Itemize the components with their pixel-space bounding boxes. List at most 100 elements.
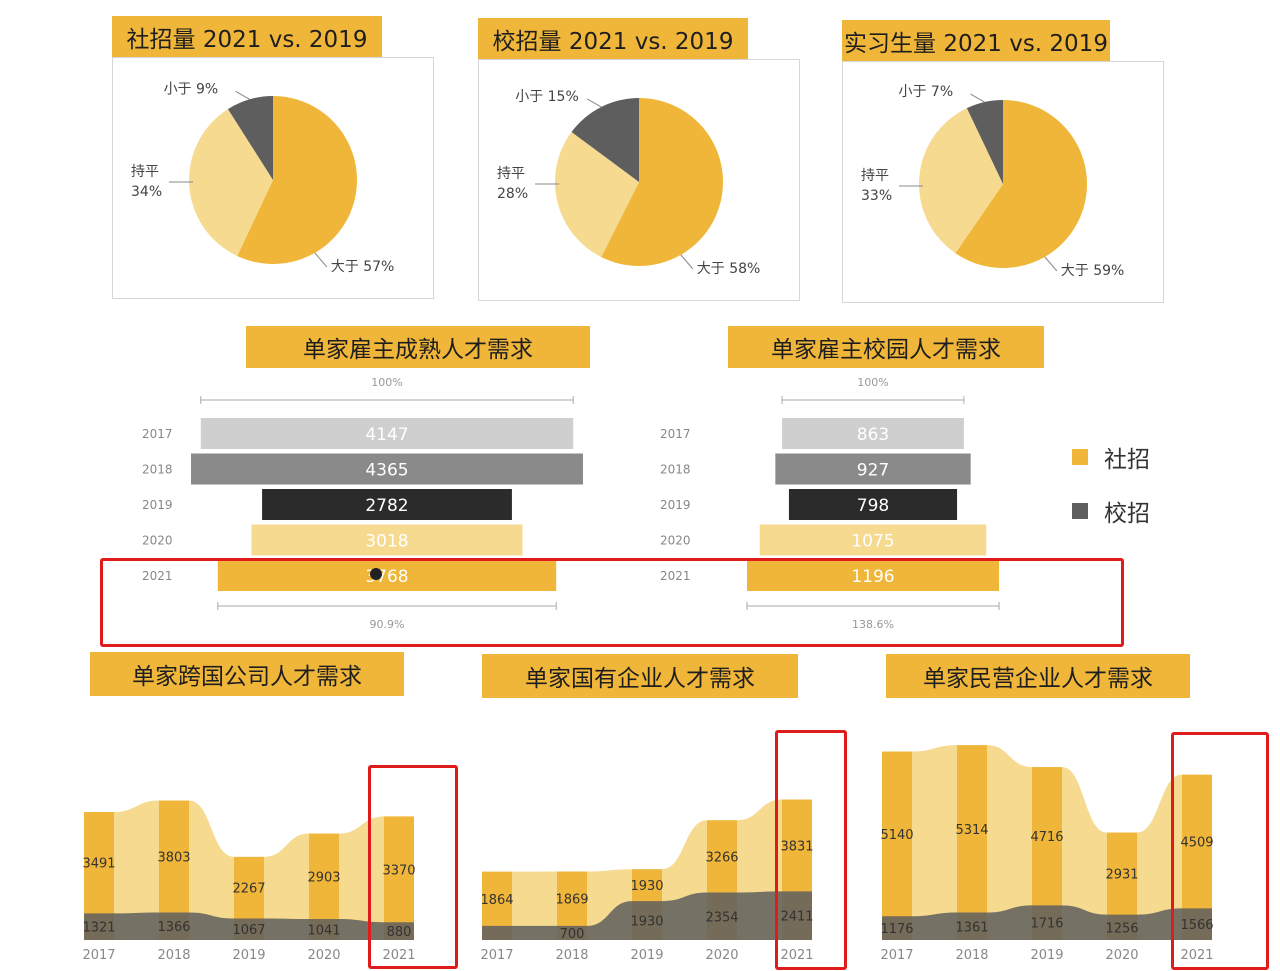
stream-bottom-value: 1930 [630,915,663,930]
pie-slice-1 [601,98,723,266]
pie-label-equal: 持平 [131,164,159,180]
pie-chart-2: 大于 58% 持平 28% 小于 15% [497,89,761,277]
stream-title-3: 单家民营企业人才需求 [886,654,1190,698]
pie-leader-big [314,252,328,268]
funnel-year-label: 2019 [142,498,173,512]
funnel-top-pct: 100% [371,376,402,389]
funnel-top-pct: 100% [857,376,888,389]
funnel-value-label: 1196 [851,567,894,587]
stream-top-value: 2903 [307,870,340,885]
pie-chart-1: 大于 57% 持平 34% 小于 9% [131,81,395,275]
stream-top-value: 2931 [1105,868,1138,883]
stream-top-value: 1930 [630,879,663,894]
funnel-value-label: 927 [857,461,889,481]
pie-slice-1 [237,96,357,264]
pie-label-small: 小于 9% [164,81,219,97]
legend-item-shezhao: 社招 [1072,440,1150,474]
pie-panel-2: 大于 58% 持平 28% 小于 15% [478,59,800,301]
stream-top-value: 2267 [232,882,265,897]
funnel-value-label: 2782 [365,496,408,516]
funnel-year-label: 2020 [660,534,691,548]
stream-year-label: 2017 [480,948,513,963]
funnel-value-label: 4147 [365,425,408,445]
stream-year-label: 2020 [1105,948,1138,963]
stream-bottom-value: 1366 [157,920,190,935]
pie-leader-small [586,98,602,108]
legend-label-xiaozhao: 校招 [1104,501,1150,527]
stream-year-label: 2018 [157,948,190,963]
stream-top-value: 3803 [157,851,190,866]
stream-area-xiaozhao [882,905,1212,940]
pie-slice-3 [571,98,639,182]
stream-charts: 3491 1321 2017 3803 1366 2018 2267 1067 2019 2903… [82,745,1214,963]
funnel-year-label: 2017 [660,427,691,441]
stream-bottom-value: 2354 [705,910,738,925]
funnel-year-label: 2021 [142,569,173,583]
pie-slice-3 [227,96,273,180]
pie-leader-big [1044,256,1058,272]
stream-area-xiaozhao [84,912,414,940]
funnel-value-label: 4365 [365,461,408,481]
stream-year-label: 2019 [232,948,265,963]
stream-top-value: 3831 [780,839,813,854]
pie-leader-small [235,90,250,100]
funnel-year-label: 2018 [660,463,691,477]
funnel-bar-2019 [262,489,512,520]
funnel-top-bracket [781,396,965,404]
pie-panel-3: 大于 59% 持平 33% 小于 7% [842,61,1164,303]
pie-leader-big [680,254,694,270]
funnel-bottom-pct: 138.6% [852,618,894,631]
stream-top-value: 3266 [705,850,738,865]
stream-year-label: 2019 [1030,948,1063,963]
pie-title-2: 校招量 2021 vs. 2019 [478,18,748,60]
funnel-year-label: 2017 [142,427,173,441]
stream-area-xiaozhao [482,891,812,940]
funnel-value-label: 798 [857,496,889,516]
stream-bottom-value: 1067 [232,923,265,938]
funnel-bar-2017 [200,418,574,449]
pie-leader-small [970,93,985,103]
funnel-year-label: 2019 [660,498,691,512]
funnel-bar-2021 [747,560,999,591]
stream-bottom-value: 1566 [1180,918,1213,933]
pie-slice-1 [955,100,1087,268]
funnel-bottom-bracket [217,602,557,610]
pie-label-big: 大于 57% [331,259,395,275]
pie-label-equal-pct: 34% [131,184,162,200]
stream-bottom-value: 1256 [1105,921,1138,936]
pie-label-small: 小于 15% [515,89,579,105]
stream-bottom-value: 1176 [880,922,913,937]
pie-slice-2 [919,108,1003,254]
stream-year-label: 2019 [630,948,663,963]
stream-year-label: 2017 [82,948,115,963]
highlight-frame-stream-3 [1171,732,1269,970]
stream-bottom-value: 1321 [82,921,115,936]
stream-top-value: 5314 [955,823,988,838]
pie-label-equal: 持平 [861,168,889,184]
stream-year-label: 2021 [1180,948,1213,963]
pie-label-small: 小于 7% [898,84,953,100]
highlight-frame-stream-2 [775,730,847,970]
pie-label-big: 大于 58% [697,261,761,277]
stream-top-value: 4509 [1180,836,1213,851]
stream-bottom-value: 2411 [780,910,813,925]
funnel-title-2: 单家雇主校园人才需求 [728,326,1044,368]
funnel-bottom-bracket [746,602,1000,610]
pie-title-3: 实习生量 2021 vs. 2019 [842,20,1110,62]
funnel-year-label: 2020 [142,534,173,548]
stream-year-label: 2018 [555,948,588,963]
stream-top-value: 3491 [82,857,115,872]
pie-label-equal-pct: 28% [497,186,528,202]
stream-year-label: 2018 [955,948,988,963]
legend-label-shezhao: 社招 [1104,447,1150,473]
stream-bottom-value: 880 [387,925,412,940]
stream-top-value: 5140 [880,828,913,843]
stream-top-value: 4716 [1030,830,1063,845]
stream-title-1: 单家跨国公司人才需求 [90,652,404,696]
stream-top-value: 1864 [480,893,513,908]
pie-label-equal: 持平 [497,166,525,182]
funnel-value-label: 3018 [365,532,408,552]
stream-top-value: 3370 [382,863,415,878]
funnel-bottom-pct: 90.9% [370,618,405,631]
funnel-charts: 100% 2017 4147 2018 4365 2019 2782 2020 3018 2021… [142,376,1000,631]
